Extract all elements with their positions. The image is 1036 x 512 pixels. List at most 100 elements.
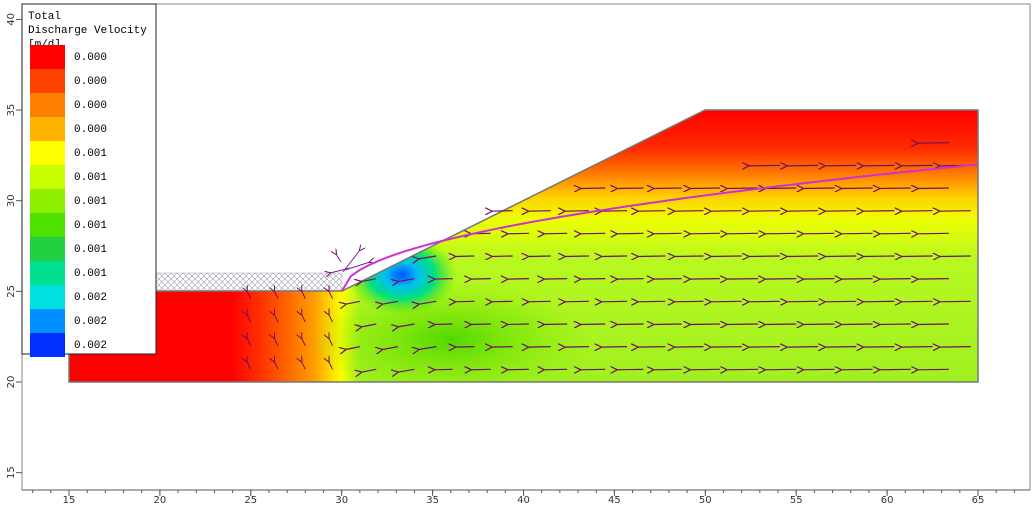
x-tick-label: 30 <box>335 495 348 506</box>
legend-swatch <box>30 165 65 189</box>
flow-arrow <box>674 301 704 302</box>
flow-arrow <box>543 324 567 325</box>
legend-label: 0.001 <box>74 244 107 256</box>
flow-arrow <box>802 233 834 234</box>
flow-arrow <box>528 301 551 302</box>
x-tick-label: 65 <box>972 495 985 506</box>
legend-swatch <box>30 189 65 213</box>
flow-arrow <box>879 233 911 234</box>
x-tick-label: 25 <box>244 495 257 506</box>
flow-arrow <box>862 347 894 348</box>
legend-label: 0.001 <box>74 172 107 184</box>
legend-label: 0.000 <box>74 76 107 88</box>
flow-arrow <box>841 324 873 325</box>
flow-arrow <box>491 347 513 348</box>
flow-arrow <box>543 369 567 370</box>
flow-arrow <box>802 324 834 325</box>
flow-arrow <box>616 279 643 280</box>
flow-arrow <box>824 165 856 166</box>
flow-arrow <box>528 211 551 212</box>
flow-arrow <box>637 211 665 212</box>
flow-arrow <box>917 188 949 189</box>
legend-swatch <box>30 333 65 357</box>
x-tick-label: 15 <box>63 495 76 506</box>
legend-title: Discharge Velocity <box>28 25 147 37</box>
flow-arrow <box>862 301 894 302</box>
legend-label: 0.000 <box>74 100 107 112</box>
flow-arrow <box>879 279 911 280</box>
legend-label: 0.002 <box>74 292 107 304</box>
flow-arrow <box>917 233 949 234</box>
legend-swatch <box>30 93 65 117</box>
flow-arrow <box>862 165 894 166</box>
flow-arrow <box>748 211 780 212</box>
legend-swatch <box>30 213 65 237</box>
legend-swatch <box>30 237 65 261</box>
flow-arrow <box>879 188 911 189</box>
x-tick-label: 55 <box>790 495 803 506</box>
flow-arrow <box>764 369 796 370</box>
flow-arrow <box>901 211 933 212</box>
flow-arrow <box>841 233 873 234</box>
flow-arrow <box>470 279 491 280</box>
flow-arrow <box>748 301 780 302</box>
legend-swatch <box>30 117 65 141</box>
flow-arrow <box>616 324 643 325</box>
flow-arrow <box>786 211 818 212</box>
flow-arrow <box>786 301 818 302</box>
flow-arrow <box>710 301 742 302</box>
flow-arrow <box>939 301 971 302</box>
legend-label: 0.000 <box>74 52 107 64</box>
y-tick-label: 40 <box>6 13 17 26</box>
flow-arrow <box>764 279 796 280</box>
flow-arrow <box>786 165 818 166</box>
flow-arrow <box>841 369 873 370</box>
flow-arrow <box>507 369 529 370</box>
flow-arrow <box>901 301 933 302</box>
flow-arrow <box>689 279 720 280</box>
legend-swatch <box>30 261 65 285</box>
legend-title: Total <box>28 11 61 23</box>
legend-label: 0.001 <box>74 148 107 160</box>
legend-swatch <box>30 45 65 69</box>
flow-arrow <box>802 369 834 370</box>
flow-arrow <box>841 279 873 280</box>
x-tick-label: 50 <box>699 495 712 506</box>
flow-arrow <box>616 233 643 234</box>
flow-arrow <box>726 324 758 325</box>
flow-arrow <box>507 324 529 325</box>
x-tick-label: 45 <box>608 495 621 506</box>
x-tick-label: 40 <box>517 495 530 506</box>
flow-arrow <box>491 211 513 212</box>
flow-arrow <box>726 233 758 234</box>
x-tick-label: 35 <box>426 495 439 506</box>
flow-arrow <box>689 369 720 370</box>
flow-arrow <box>748 347 780 348</box>
flow-arrow <box>917 279 949 280</box>
flow-arrow <box>841 188 873 189</box>
legend-label: 0.002 <box>74 340 107 352</box>
flow-arrow <box>764 233 796 234</box>
flow-arrow <box>434 369 453 370</box>
flow-arrow <box>580 369 606 370</box>
flow-arrow <box>580 233 606 234</box>
flow-arrow <box>637 301 665 302</box>
flow-arrow <box>543 233 567 234</box>
flow-arrow <box>528 347 551 348</box>
flow-arrow <box>470 324 491 325</box>
flow-arrow <box>564 347 589 348</box>
flow-arrow <box>580 279 606 280</box>
flow-arrow <box>917 369 949 370</box>
flow-arrow <box>674 211 704 212</box>
legend-swatch <box>30 141 65 165</box>
flow-arrow <box>653 188 682 189</box>
flow-arrow <box>901 347 933 348</box>
flow-arrow <box>580 324 606 325</box>
legend-swatch <box>30 309 65 333</box>
y-tick-label: 30 <box>6 194 17 207</box>
legend-label: 0.001 <box>74 220 107 232</box>
flow-arrow <box>507 233 529 234</box>
flow-arrow <box>653 279 682 280</box>
